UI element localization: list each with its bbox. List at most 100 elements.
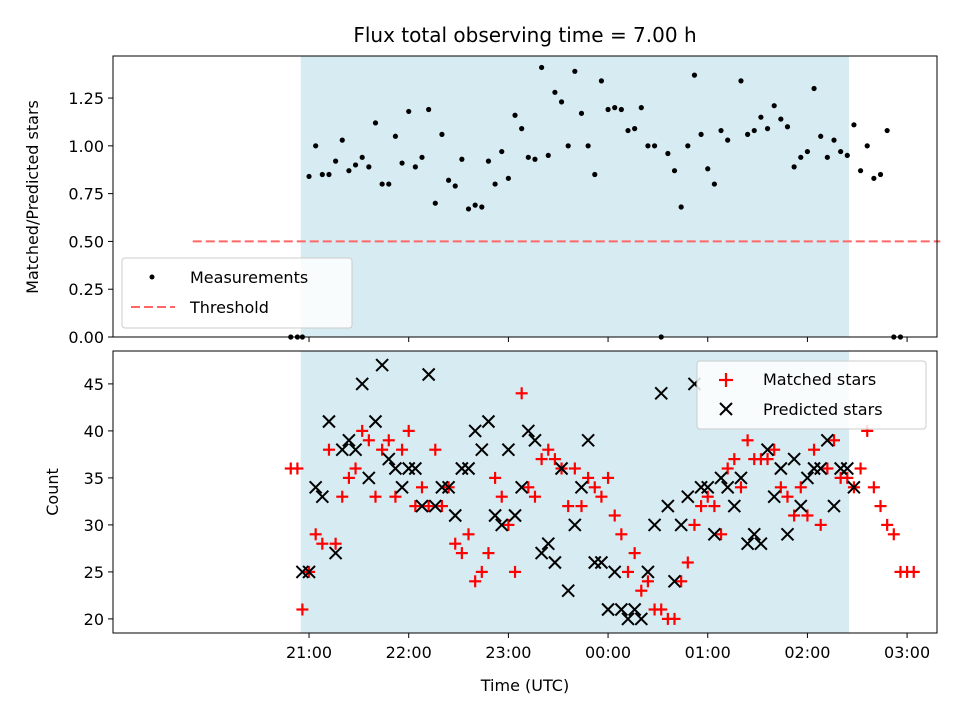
legend-matched-marker	[719, 373, 733, 387]
predicted-star-point	[495, 518, 509, 532]
predicted-stars-points	[295, 358, 861, 626]
predicted-star-point	[441, 480, 456, 495]
predicted-star-point	[501, 442, 516, 457]
matched-star-point	[548, 453, 561, 466]
top-y-ticks: 0.00 0.25 0.50 0.75 1.00 1.25	[68, 89, 113, 347]
measurement-points	[288, 64, 904, 340]
predicted-marker-b	[767, 489, 781, 504]
predicted-star-point	[368, 414, 383, 429]
predicted-star-point	[408, 461, 423, 476]
measurement-point	[831, 137, 837, 143]
measurement-point	[585, 143, 591, 149]
predicted-marker-b	[388, 461, 403, 476]
matched-star-point	[675, 575, 688, 588]
predicted-marker-b	[561, 583, 575, 598]
predicted-star-point	[561, 583, 575, 598]
measurement-point	[771, 103, 777, 109]
predicted-marker-b	[335, 442, 349, 457]
matched-stars-points	[284, 387, 920, 625]
measurement-point	[818, 133, 824, 139]
predicted-marker-b	[601, 602, 615, 617]
predicted-star-point	[508, 508, 522, 523]
matched-star-point	[615, 528, 628, 541]
measurement-point	[651, 143, 658, 149]
predicted-marker-b	[548, 555, 562, 570]
predicted-marker-b	[382, 452, 396, 466]
predicted-star-point	[840, 461, 854, 476]
measurement-point	[758, 114, 764, 120]
matched-star-point	[362, 434, 375, 447]
matched-star-point	[602, 471, 615, 484]
measurement-point	[333, 158, 339, 164]
measurement-point	[485, 158, 492, 164]
matched-star-point	[761, 453, 774, 466]
predicted-star-point	[727, 499, 742, 513]
bottom-legend: Matched stars Predicted stars	[696, 360, 927, 430]
measurement-point	[406, 108, 412, 115]
measurement-point	[346, 168, 352, 174]
predicted-marker-b	[408, 461, 423, 476]
predicted-star-point	[421, 367, 436, 382]
measurement-point	[319, 171, 325, 178]
matched-star-point	[482, 547, 495, 560]
matched-star-point	[741, 434, 754, 447]
matched-star-point	[628, 547, 641, 560]
y-tick-label: 45	[84, 375, 104, 394]
measurement-point	[678, 204, 684, 210]
matched-star-point	[316, 537, 329, 550]
matched-star-point	[562, 500, 575, 513]
predicted-star-point	[375, 358, 389, 372]
matched-star-point	[296, 603, 309, 616]
measurement-point	[778, 116, 784, 122]
predicted-marker-b	[521, 424, 536, 438]
matched-star-point	[788, 509, 801, 522]
measurement-point	[598, 78, 605, 84]
measurement-point	[339, 137, 345, 143]
y-tick-label: 0.00	[68, 328, 104, 347]
matched-star-point	[575, 500, 588, 513]
measurement-point	[698, 131, 704, 137]
predicted-star-point	[428, 499, 442, 513]
measurement-point	[618, 106, 624, 113]
matched-star-point	[542, 443, 555, 456]
predicted-star-point	[475, 442, 489, 457]
matched-star-point	[774, 481, 787, 494]
matched-star-point	[881, 518, 894, 531]
measurement-point	[552, 89, 558, 95]
observing-window-1	[300, 56, 849, 337]
top-x-ticks	[308, 337, 908, 342]
matched-star-point	[409, 500, 422, 513]
measurement-point	[372, 120, 379, 126]
measurement-point	[366, 164, 372, 170]
x-tick-label: 02:00	[784, 643, 830, 662]
matched-star-point	[641, 575, 654, 588]
predicted-star-point	[548, 555, 562, 570]
bottom-y-ticks: 20 25 30 35 40 45	[84, 375, 113, 629]
matched-star-point	[867, 481, 880, 494]
matched-star-point	[595, 490, 608, 503]
predicted-star-point	[528, 433, 542, 448]
measurement-point	[472, 202, 478, 208]
measurement-point	[419, 154, 425, 160]
matched-star-point	[635, 584, 648, 597]
measurement-point	[718, 127, 724, 134]
measurement-point	[392, 133, 399, 139]
measurement-point	[625, 127, 631, 134]
matched-star-point	[814, 518, 827, 531]
matched-star-point	[416, 481, 428, 494]
matched-star-point	[668, 612, 681, 625]
predicted-star-point	[787, 452, 801, 466]
matched-star-point	[701, 490, 714, 503]
measurement-point	[525, 154, 531, 160]
legend-measurements-marker	[149, 274, 155, 280]
measurement-point	[751, 127, 757, 134]
measurement-point	[505, 175, 511, 181]
measurement-point	[711, 181, 717, 187]
predicted-star-point	[514, 480, 529, 495]
matched-star-point	[655, 603, 668, 616]
predicted-star-point	[634, 612, 648, 626]
measurement-point	[465, 206, 472, 212]
predicted-marker-b	[308, 480, 323, 495]
top-observing-bands	[300, 56, 849, 337]
matched-star-point	[336, 490, 349, 503]
